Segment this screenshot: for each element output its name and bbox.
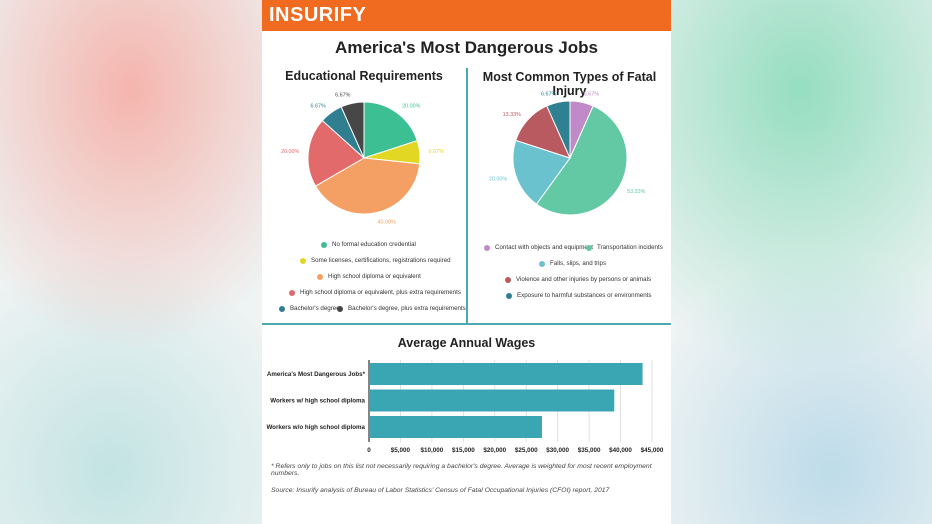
page-title: America's Most Dangerous Jobs xyxy=(335,38,598,57)
education-slice-label: 40.00% xyxy=(378,220,396,226)
legend-swatch xyxy=(506,292,512,299)
bar-chart-title: Average Annual Wages xyxy=(397,336,536,350)
education-slice-no-formal-education-credential xyxy=(363,101,418,159)
footnote: * Refers only to jobs on this list not n… xyxy=(271,463,652,477)
injury-slice-exposure-to-harmful-substances-or-environments xyxy=(546,100,571,159)
injury-legend-item: Contact with objects and equipment xyxy=(484,244,593,251)
legend-swatch xyxy=(289,289,295,296)
x-tick-label: $30,000 xyxy=(546,447,569,454)
x-tick-label: 0 xyxy=(367,447,371,454)
injury-pie-chart: 6.67% 53.33% 20.00% 13.33% 6.67% xyxy=(489,91,646,216)
source-note: Source: Insurify analysis of Bureau of L… xyxy=(271,487,610,494)
education-slice-label: 20.00% xyxy=(402,103,420,109)
pie1-title: Educational Requirements xyxy=(285,69,443,83)
x-tick-label: $15,000 xyxy=(452,447,475,454)
category-label: America's Most Dangerous Jobs* xyxy=(267,371,366,378)
legend-label: High school diploma or equivalent xyxy=(328,273,421,280)
education-legend: No formal education credential Some licen… xyxy=(262,238,466,318)
injury-slice-transportation-incidents xyxy=(535,105,628,216)
education-legend-item: Bachelor's degree, plus extra requiremen… xyxy=(337,305,466,312)
injury-legend-item: Falls, slips, and trips xyxy=(539,260,606,267)
education-slice-high-school-diploma-or-equivalent xyxy=(314,157,421,215)
legend-label: Bachelor's degree xyxy=(290,305,340,312)
injury-slice-label: 53.33% xyxy=(627,189,645,195)
x-tick-label: $35,000 xyxy=(578,447,601,454)
legend-label: Violence and other injuries by persons o… xyxy=(516,276,652,283)
injury-slice-label: 13.33% xyxy=(503,112,521,118)
education-legend-item: High school diploma or equivalent xyxy=(317,273,421,280)
injury-legend: Contact with objects and equipment Transp… xyxy=(468,241,671,303)
legend-swatch xyxy=(484,244,490,251)
vertical-divider xyxy=(466,68,468,323)
x-tick-label: $20,000 xyxy=(483,447,506,454)
education-slice-label: 20.00% xyxy=(281,149,299,155)
injury-slice-label: 6.67% xyxy=(584,91,599,97)
legend-label: High school diploma or equivalent, plus … xyxy=(300,289,461,296)
wage-bar-workers-w-high-school-diploma xyxy=(369,389,615,412)
pie2-title: Most Common Types of Fatal Injury xyxy=(482,70,657,98)
injury-slice-label: 20.00% xyxy=(489,176,507,182)
wages-bar-chart: 0 $5,000 $10,000 $15,000 $20,000 $25,000 $30,0… xyxy=(266,360,664,454)
x-tick-label: $45,000 xyxy=(641,447,664,454)
legend-label: Contact with objects and equipment xyxy=(495,244,594,251)
legend-swatch xyxy=(337,305,343,312)
injury-legend-item: Transportation incidents xyxy=(586,244,663,251)
injury-slice-label: 6.67% xyxy=(541,91,556,97)
education-slice-bachelor-s-degree-plus-extra-requirements xyxy=(340,101,365,159)
x-tick-label: $10,000 xyxy=(421,447,444,454)
legend-label: Bachelor's degree, plus extra requiremen… xyxy=(348,305,466,312)
legend-label: Falls, slips, and trips xyxy=(550,260,607,267)
legend-label: Transportation incidents xyxy=(597,244,663,251)
injury-legend-item: Violence and other injuries by persons o… xyxy=(505,276,651,283)
x-tick-label: $40,000 xyxy=(609,447,632,454)
legend-swatch xyxy=(279,305,285,312)
x-tick-label: $5,000 xyxy=(391,447,411,454)
x-tick-label: $25,000 xyxy=(515,447,538,454)
education-slice-label: 6.67% xyxy=(310,103,325,109)
category-label: Workers w/ high school diploma xyxy=(270,398,365,405)
injury-slice-falls-slips-and-trips xyxy=(512,139,571,205)
education-slice-label: 6.67% xyxy=(429,149,444,155)
category-label: Workers w/o high school diploma xyxy=(266,424,365,431)
education-legend-item: Bachelor's degree xyxy=(279,305,340,312)
legend-swatch xyxy=(321,241,327,248)
horizontal-divider xyxy=(262,323,671,325)
legend-swatch xyxy=(505,276,511,283)
infographic-card: INSURIFY America's Most Dangerous Jobs E… xyxy=(262,0,671,524)
legend-swatch xyxy=(317,273,323,280)
insurify-logo: INSURIFY xyxy=(269,4,367,26)
education-legend-item: High school diploma or equivalent, plus … xyxy=(289,289,461,296)
education-legend-item: Some licenses, certifications, registrat… xyxy=(300,257,451,264)
legend-label: No formal education credential xyxy=(332,241,416,248)
education-legend-item: No formal education credential xyxy=(321,241,416,248)
education-pie-chart: 20.00% 6.67% 40.00% 20.00% 6.67% 6.67% xyxy=(281,92,444,226)
education-slice-label: 6.67% xyxy=(335,92,350,98)
legend-label: Some licenses, certifications, registrat… xyxy=(311,257,451,264)
brand-header: INSURIFY xyxy=(262,0,671,31)
wage-bar-america-s-most-dangerous-jobs xyxy=(369,363,643,385)
legend-swatch xyxy=(539,260,545,267)
injury-legend-item: Exposure to harmful substances or enviro… xyxy=(506,292,651,299)
education-slice-high-school-diploma-or-equivalent-plus-extra-requirements xyxy=(307,119,365,187)
legend-swatch xyxy=(300,257,306,264)
wage-bar-workers-w-o-high-school-diploma xyxy=(369,416,542,438)
legend-label: Exposure to harmful substances or enviro… xyxy=(517,292,652,299)
legend-swatch xyxy=(586,244,592,251)
